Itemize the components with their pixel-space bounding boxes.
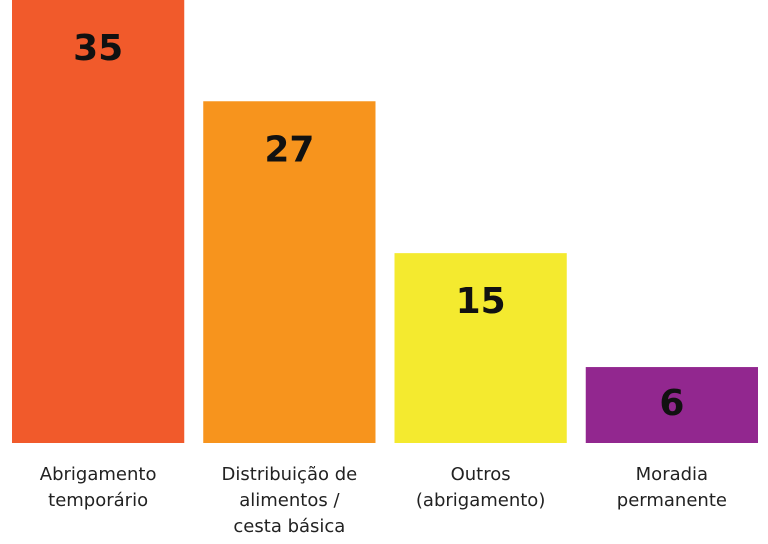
x-tick-label: Abrigamento [40, 464, 157, 485]
x-tick-label: cesta básica [233, 516, 345, 537]
x-tick-label: Distribuição de [222, 464, 358, 485]
bar [394, 253, 567, 443]
x-tick-label: Moradia [636, 464, 708, 485]
x-tick-label: permanente [617, 490, 727, 511]
bar [203, 101, 376, 443]
bar [585, 367, 758, 443]
x-tick-label: alimentos / [239, 490, 340, 511]
x-tick-label: temporário [48, 490, 148, 511]
value-label: 15 [456, 281, 506, 322]
bar [12, 0, 185, 443]
x-tick-label: Outros [451, 464, 511, 485]
value-label: 35 [73, 28, 123, 69]
value-label: 6 [659, 383, 684, 424]
x-tick-label: (abrigamento) [416, 490, 545, 511]
value-label: 27 [264, 129, 314, 170]
